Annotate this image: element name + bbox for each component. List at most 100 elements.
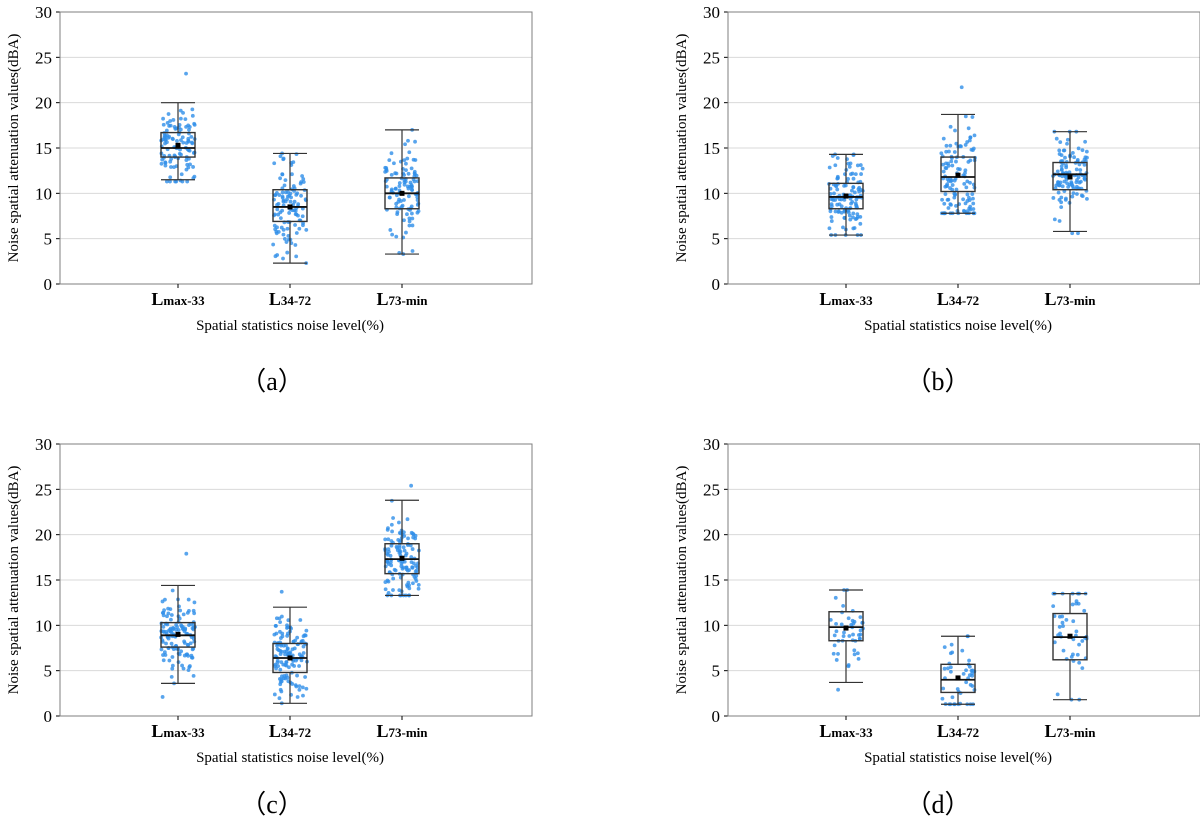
data-point	[834, 629, 839, 634]
data-point	[1080, 194, 1085, 199]
data-point	[968, 135, 973, 140]
data-point	[280, 172, 285, 177]
data-point	[971, 201, 976, 206]
data-point	[836, 652, 840, 656]
data-point	[278, 154, 283, 159]
data-point	[287, 665, 291, 670]
data-point	[389, 522, 394, 527]
box-group-3	[383, 483, 421, 598]
data-point	[1060, 614, 1065, 619]
data-point	[383, 537, 388, 542]
y-tick-label: 30	[35, 435, 52, 454]
data-point	[851, 176, 856, 181]
data-point	[168, 123, 173, 128]
data-point	[970, 673, 975, 678]
data-point	[1070, 231, 1075, 236]
x-tick-label: Lmax-33	[151, 721, 205, 741]
x-tick-label: L73-min	[1044, 721, 1096, 741]
data-point	[386, 547, 391, 552]
data-point	[273, 254, 278, 259]
data-point	[409, 555, 414, 559]
data-point	[175, 625, 179, 629]
data-point	[295, 673, 299, 678]
data-point	[392, 567, 397, 572]
data-point	[400, 566, 405, 571]
data-point	[1057, 197, 1062, 202]
data-point	[278, 667, 283, 672]
data-point	[182, 629, 187, 634]
y-tick-label: 15	[703, 139, 720, 158]
data-point	[188, 162, 192, 167]
data-point	[278, 636, 283, 640]
mean-marker	[1067, 174, 1073, 180]
data-point	[834, 622, 838, 626]
data-point	[846, 161, 851, 166]
data-point	[402, 534, 407, 538]
data-point	[190, 107, 195, 112]
data-point	[954, 187, 959, 192]
data-point	[285, 226, 290, 231]
data-point	[409, 211, 414, 216]
data-point	[963, 168, 968, 173]
data-point	[281, 256, 285, 261]
data-point	[406, 536, 410, 541]
data-point	[275, 647, 280, 651]
data-point	[858, 221, 863, 226]
data-point	[852, 652, 857, 657]
data-point	[159, 647, 164, 652]
mean-marker	[399, 555, 405, 561]
data-point	[857, 185, 862, 190]
iqr-box	[272, 189, 308, 223]
data-point	[846, 210, 851, 215]
data-point	[161, 658, 166, 663]
data-point	[295, 695, 300, 699]
data-point	[185, 610, 190, 615]
data-point	[397, 548, 402, 553]
data-point	[1054, 136, 1059, 141]
data-point	[963, 143, 968, 147]
data-point	[404, 168, 408, 173]
data-point	[289, 195, 293, 200]
data-point	[176, 628, 181, 632]
y-axis-title: Noise spatial attenuation values(dBA)	[6, 34, 22, 263]
data-point	[948, 179, 953, 184]
data-point	[834, 184, 839, 189]
y-tick-label: 15	[35, 139, 52, 158]
data-point	[185, 642, 190, 647]
panel-label: （a）	[240, 367, 304, 396]
data-point	[404, 161, 408, 166]
data-point	[392, 161, 396, 166]
data-point	[860, 166, 865, 171]
data-point	[1051, 604, 1056, 609]
data-point	[383, 169, 388, 174]
data-point	[168, 179, 172, 184]
mean-marker	[287, 655, 293, 661]
data-point	[416, 209, 421, 214]
data-point	[177, 652, 182, 657]
data-point	[1085, 196, 1089, 201]
data-point	[181, 612, 186, 617]
data-point	[179, 623, 184, 628]
chart-panel-1: 0 5 10 15 20 25 30 Noise spatial attenuation va…	[6, 3, 533, 396]
data-point	[1082, 162, 1087, 167]
data-point	[959, 85, 964, 90]
data-point	[1061, 648, 1066, 653]
data-point	[836, 687, 840, 692]
data-point	[166, 611, 171, 616]
data-point	[954, 141, 959, 146]
data-point	[286, 194, 290, 199]
box-group-2	[271, 151, 309, 266]
data-point	[1065, 181, 1069, 186]
data-point	[282, 237, 287, 241]
data-point	[858, 628, 863, 633]
data-point	[835, 156, 840, 160]
data-point	[272, 632, 277, 637]
data-point	[1083, 155, 1088, 160]
data-point	[409, 166, 414, 171]
data-point	[169, 641, 174, 646]
data-point	[846, 177, 850, 181]
data-point	[169, 674, 174, 679]
data-point	[416, 583, 421, 587]
data-point	[168, 629, 173, 634]
iqr-box	[160, 131, 196, 158]
